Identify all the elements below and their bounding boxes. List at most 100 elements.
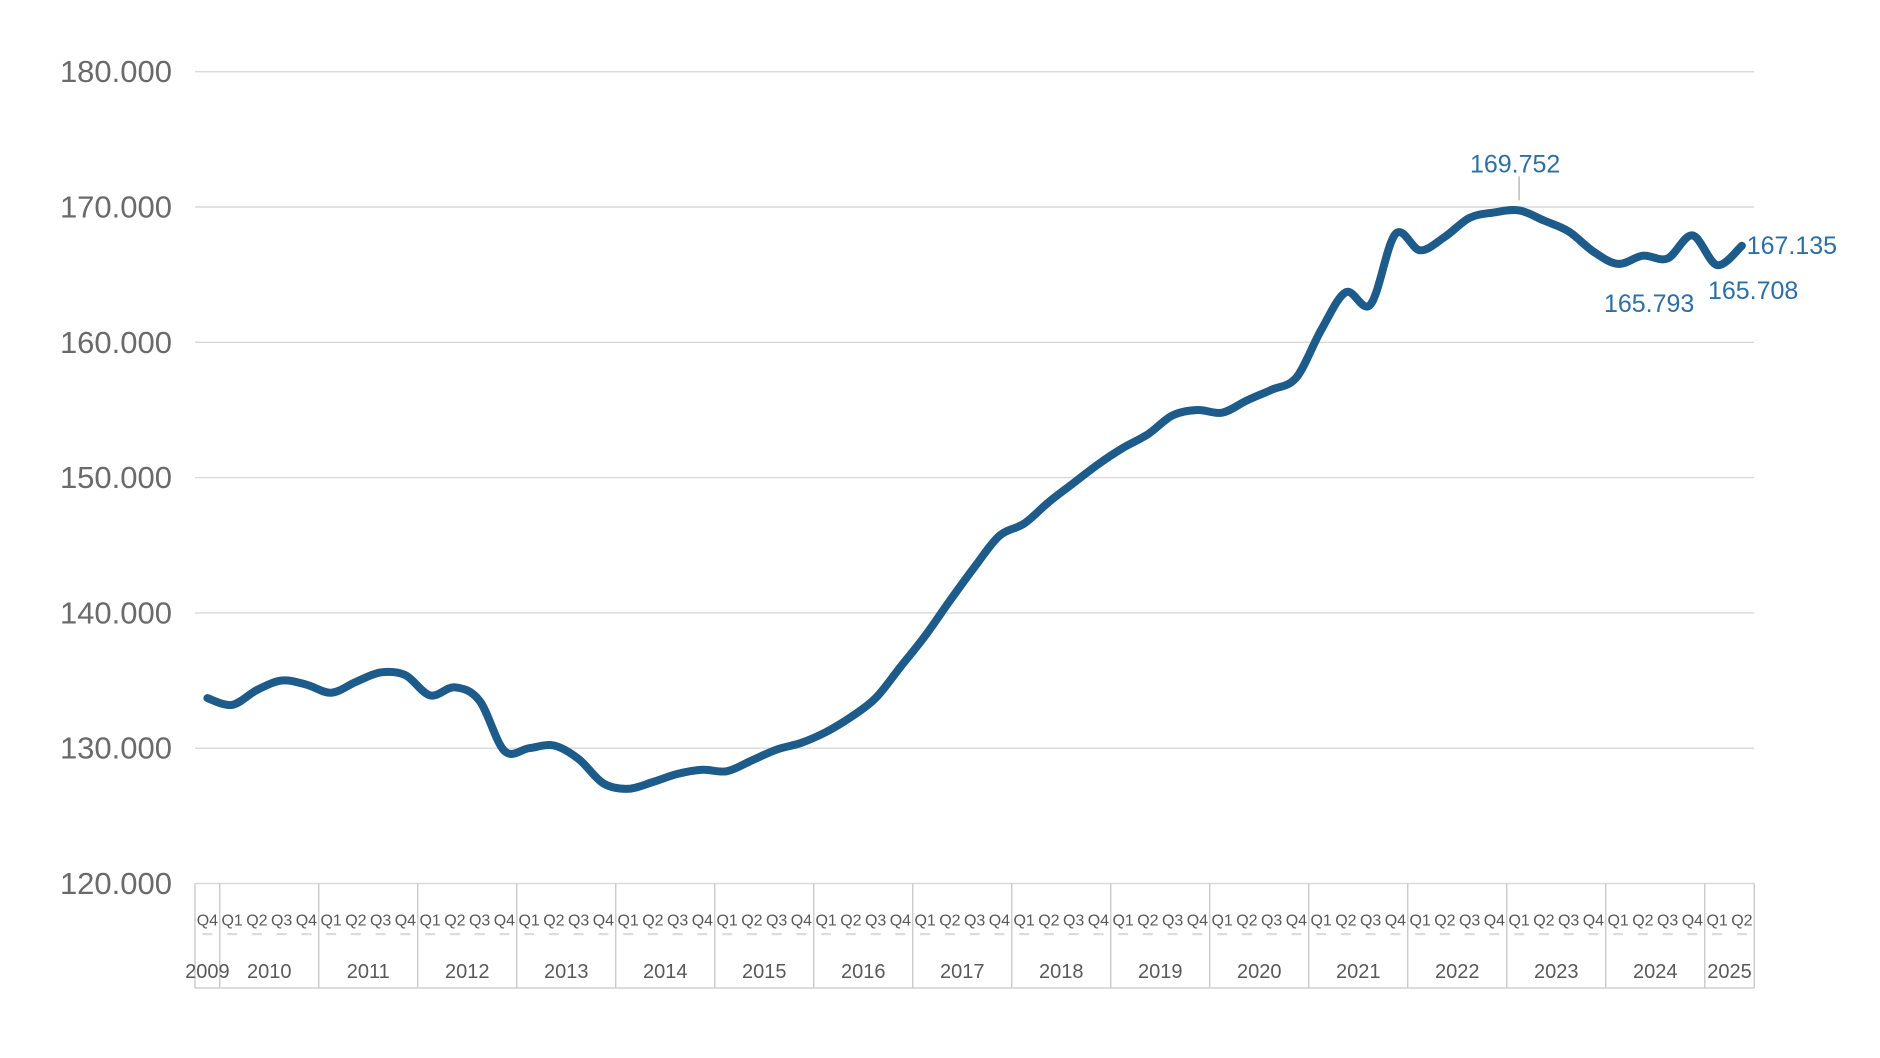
x-axis-year-label: 2021 bbox=[1336, 961, 1381, 983]
x-axis-quarter-label: Q1 bbox=[1112, 913, 1133, 930]
quarter-tick-mark bbox=[1291, 933, 1302, 936]
x-axis-quarter-label: Q2 bbox=[1038, 913, 1059, 930]
quarter-tick-mark bbox=[1613, 933, 1624, 936]
x-axis-quarter-label: Q1 bbox=[914, 913, 935, 930]
x-axis-quarter-label: Q3 bbox=[1261, 913, 1282, 930]
x-axis-year-label: 2011 bbox=[347, 961, 390, 983]
x-axis-quarter-label: Q4 bbox=[197, 913, 218, 930]
x-axis-quarter-label: Q3 bbox=[865, 913, 886, 930]
quarter-tick-mark bbox=[845, 933, 856, 936]
quarter-tick-mark bbox=[524, 933, 535, 936]
quarter-tick-mark bbox=[944, 933, 955, 936]
quarter-tick-mark bbox=[895, 933, 906, 936]
x-axis-quarter-label: Q4 bbox=[1385, 913, 1406, 930]
x-axis-quarter-label: Q2 bbox=[642, 913, 663, 930]
x-axis-year-label: 2025 bbox=[1707, 961, 1752, 983]
x-axis-quarter-label: Q3 bbox=[370, 913, 391, 930]
x-axis-quarter-label: Q1 bbox=[221, 913, 242, 930]
x-axis-quarter-label: Q1 bbox=[1310, 913, 1331, 930]
x-axis-year-label: 2022 bbox=[1435, 961, 1480, 983]
x-axis-year-label: 2019 bbox=[1138, 961, 1183, 983]
quarter-tick-mark bbox=[746, 933, 757, 936]
y-axis-tick-label: 160.000 bbox=[60, 325, 172, 360]
x-axis-year-label: 2009 bbox=[185, 961, 230, 983]
quarter-tick-mark bbox=[202, 933, 213, 936]
x-axis-quarter-label: Q4 bbox=[1484, 913, 1505, 930]
x-axis-year-label: 2014 bbox=[643, 961, 688, 983]
quarter-tick-mark bbox=[1489, 933, 1500, 936]
x-axis-quarter-label: Q2 bbox=[246, 913, 267, 930]
x-axis-quarter-label: Q2 bbox=[543, 913, 564, 930]
x-axis-quarter-label: Q2 bbox=[1335, 913, 1356, 930]
quarter-tick-mark bbox=[425, 933, 436, 936]
quarter-tick-mark bbox=[251, 933, 262, 936]
quarter-tick-mark bbox=[870, 933, 881, 936]
quarter-tick-mark bbox=[796, 933, 807, 936]
x-axis-quarter-label: Q2 bbox=[741, 913, 762, 930]
quarter-tick-mark bbox=[771, 933, 782, 936]
x-axis-quarter-label: Q2 bbox=[1434, 913, 1455, 930]
x-axis-quarter-label: Q4 bbox=[692, 913, 713, 930]
y-axis-tick-label: 170.000 bbox=[60, 190, 172, 225]
quarter-tick-mark bbox=[276, 933, 287, 936]
x-axis-year-label: 2012 bbox=[445, 961, 490, 983]
x-axis-quarter-label: Q3 bbox=[766, 913, 787, 930]
x-axis-quarter-label: Q2 bbox=[1137, 913, 1158, 930]
quarter-tick-mark bbox=[1464, 933, 1475, 936]
quarter-tick-mark bbox=[1142, 933, 1153, 936]
x-axis-quarter-label: Q1 bbox=[1211, 913, 1232, 930]
quarter-tick-mark bbox=[1415, 933, 1426, 936]
quarter-tick-mark bbox=[672, 933, 683, 936]
quarter-tick-mark bbox=[1019, 933, 1030, 936]
quarter-tick-mark bbox=[1093, 933, 1104, 936]
x-axis-quarter-label: Q4 bbox=[1583, 913, 1604, 930]
quarter-tick-mark bbox=[1068, 933, 1079, 936]
quarter-tick-mark bbox=[573, 933, 584, 936]
data-point-label: 165.793 bbox=[1604, 290, 1694, 318]
x-axis-quarter-label: Q4 bbox=[1088, 913, 1109, 930]
quarter-tick-mark bbox=[1637, 933, 1648, 936]
x-axis-quarter-label: Q1 bbox=[815, 913, 836, 930]
x-axis-quarter-label: Q1 bbox=[716, 913, 737, 930]
quarter-tick-mark bbox=[1167, 933, 1178, 936]
x-axis-quarter-label: Q1 bbox=[320, 913, 341, 930]
x-axis-year-label: 2015 bbox=[742, 961, 787, 983]
quarter-tick-mark bbox=[994, 933, 1005, 936]
x-axis-year-label: 2024 bbox=[1633, 961, 1678, 983]
quarter-tick-mark bbox=[301, 933, 312, 936]
x-axis-quarter-label: Q2 bbox=[444, 913, 465, 930]
quarter-tick-mark bbox=[1712, 933, 1723, 936]
x-axis-quarter-label: Q4 bbox=[890, 913, 911, 930]
x-axis-year-label: 2020 bbox=[1237, 961, 1282, 983]
quarter-tick-mark bbox=[499, 933, 510, 936]
x-axis-quarter-label: Q4 bbox=[395, 913, 416, 930]
quarter-tick-mark bbox=[1192, 933, 1203, 936]
quarter-tick-mark bbox=[598, 933, 609, 936]
x-axis-quarter-label: Q3 bbox=[1162, 913, 1183, 930]
quarter-tick-mark bbox=[449, 933, 460, 936]
quarter-tick-mark bbox=[1736, 933, 1747, 936]
x-axis-quarter-label: Q1 bbox=[1607, 913, 1628, 930]
x-axis-quarter-label: Q1 bbox=[1706, 913, 1727, 930]
quarter-tick-mark bbox=[1563, 933, 1574, 936]
x-axis-quarter-label: Q2 bbox=[840, 913, 861, 930]
x-axis-quarter-label: Q4 bbox=[1187, 913, 1208, 930]
data-point-label: 165.708 bbox=[1708, 277, 1798, 305]
data-point-label: 167.135 bbox=[1747, 232, 1837, 260]
quarter-tick-mark bbox=[375, 933, 386, 936]
quarter-tick-mark bbox=[1118, 933, 1129, 936]
x-axis-quarter-label: Q2 bbox=[345, 913, 366, 930]
x-axis-quarter-label: Q1 bbox=[419, 913, 440, 930]
quarter-tick-mark bbox=[1316, 933, 1327, 936]
data-point-label: 169.752 bbox=[1470, 150, 1560, 178]
quarter-tick-mark bbox=[920, 933, 931, 936]
x-axis-quarter-label: Q3 bbox=[469, 913, 490, 930]
quarter-tick-mark bbox=[1390, 933, 1401, 936]
quarter-tick-mark bbox=[1340, 933, 1351, 936]
quarter-tick-mark bbox=[623, 933, 634, 936]
quarter-tick-mark bbox=[400, 933, 411, 936]
quarter-tick-mark bbox=[697, 933, 708, 936]
x-axis-quarter-label: Q4 bbox=[1682, 913, 1703, 930]
x-axis-quarter-label: Q4 bbox=[989, 913, 1010, 930]
